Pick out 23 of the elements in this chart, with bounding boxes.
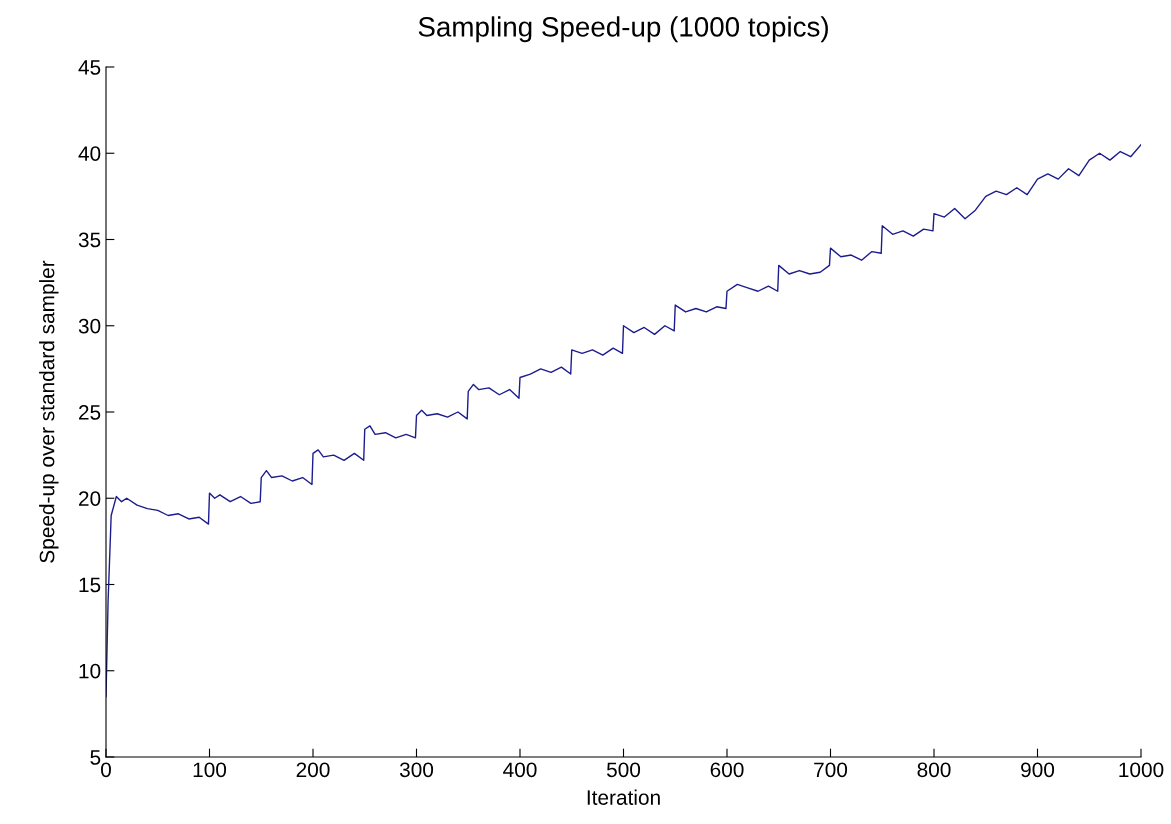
x-tick-label: 600 [710,762,744,778]
x-tick-label: 0 [101,762,111,778]
x-tick-label: 1000 [1119,762,1164,778]
x-tick-label: 200 [296,762,330,778]
y-tick-label: 15 [79,577,101,593]
x-tick-label: 400 [503,762,537,778]
x-axis-title: Iteration [587,789,660,805]
x-tick-label: 500 [606,762,641,778]
y-tick-label: 35 [78,232,101,248]
y-tick-label: 25 [79,405,101,420]
y-tick-label: 10 [79,663,101,679]
x-tick-label: 900 [1021,762,1055,778]
y-tick-label: 20 [79,491,101,506]
x-tick-label: 700 [814,762,848,778]
y-tick-label: 45 [78,60,101,75]
y-axis-title: Speed-up over standard sampler [39,260,59,563]
x-tick-label: 100 [193,762,227,778]
y-tick-label: 40 [78,146,101,161]
x-tick-label: 800 [917,762,951,778]
y-tick-label: 5 [90,750,101,765]
chart-title: Sampling Speed-up (1000 topics) [418,16,828,43]
x-tick-label: 300 [399,762,434,778]
y-tick-label: 30 [78,318,101,334]
